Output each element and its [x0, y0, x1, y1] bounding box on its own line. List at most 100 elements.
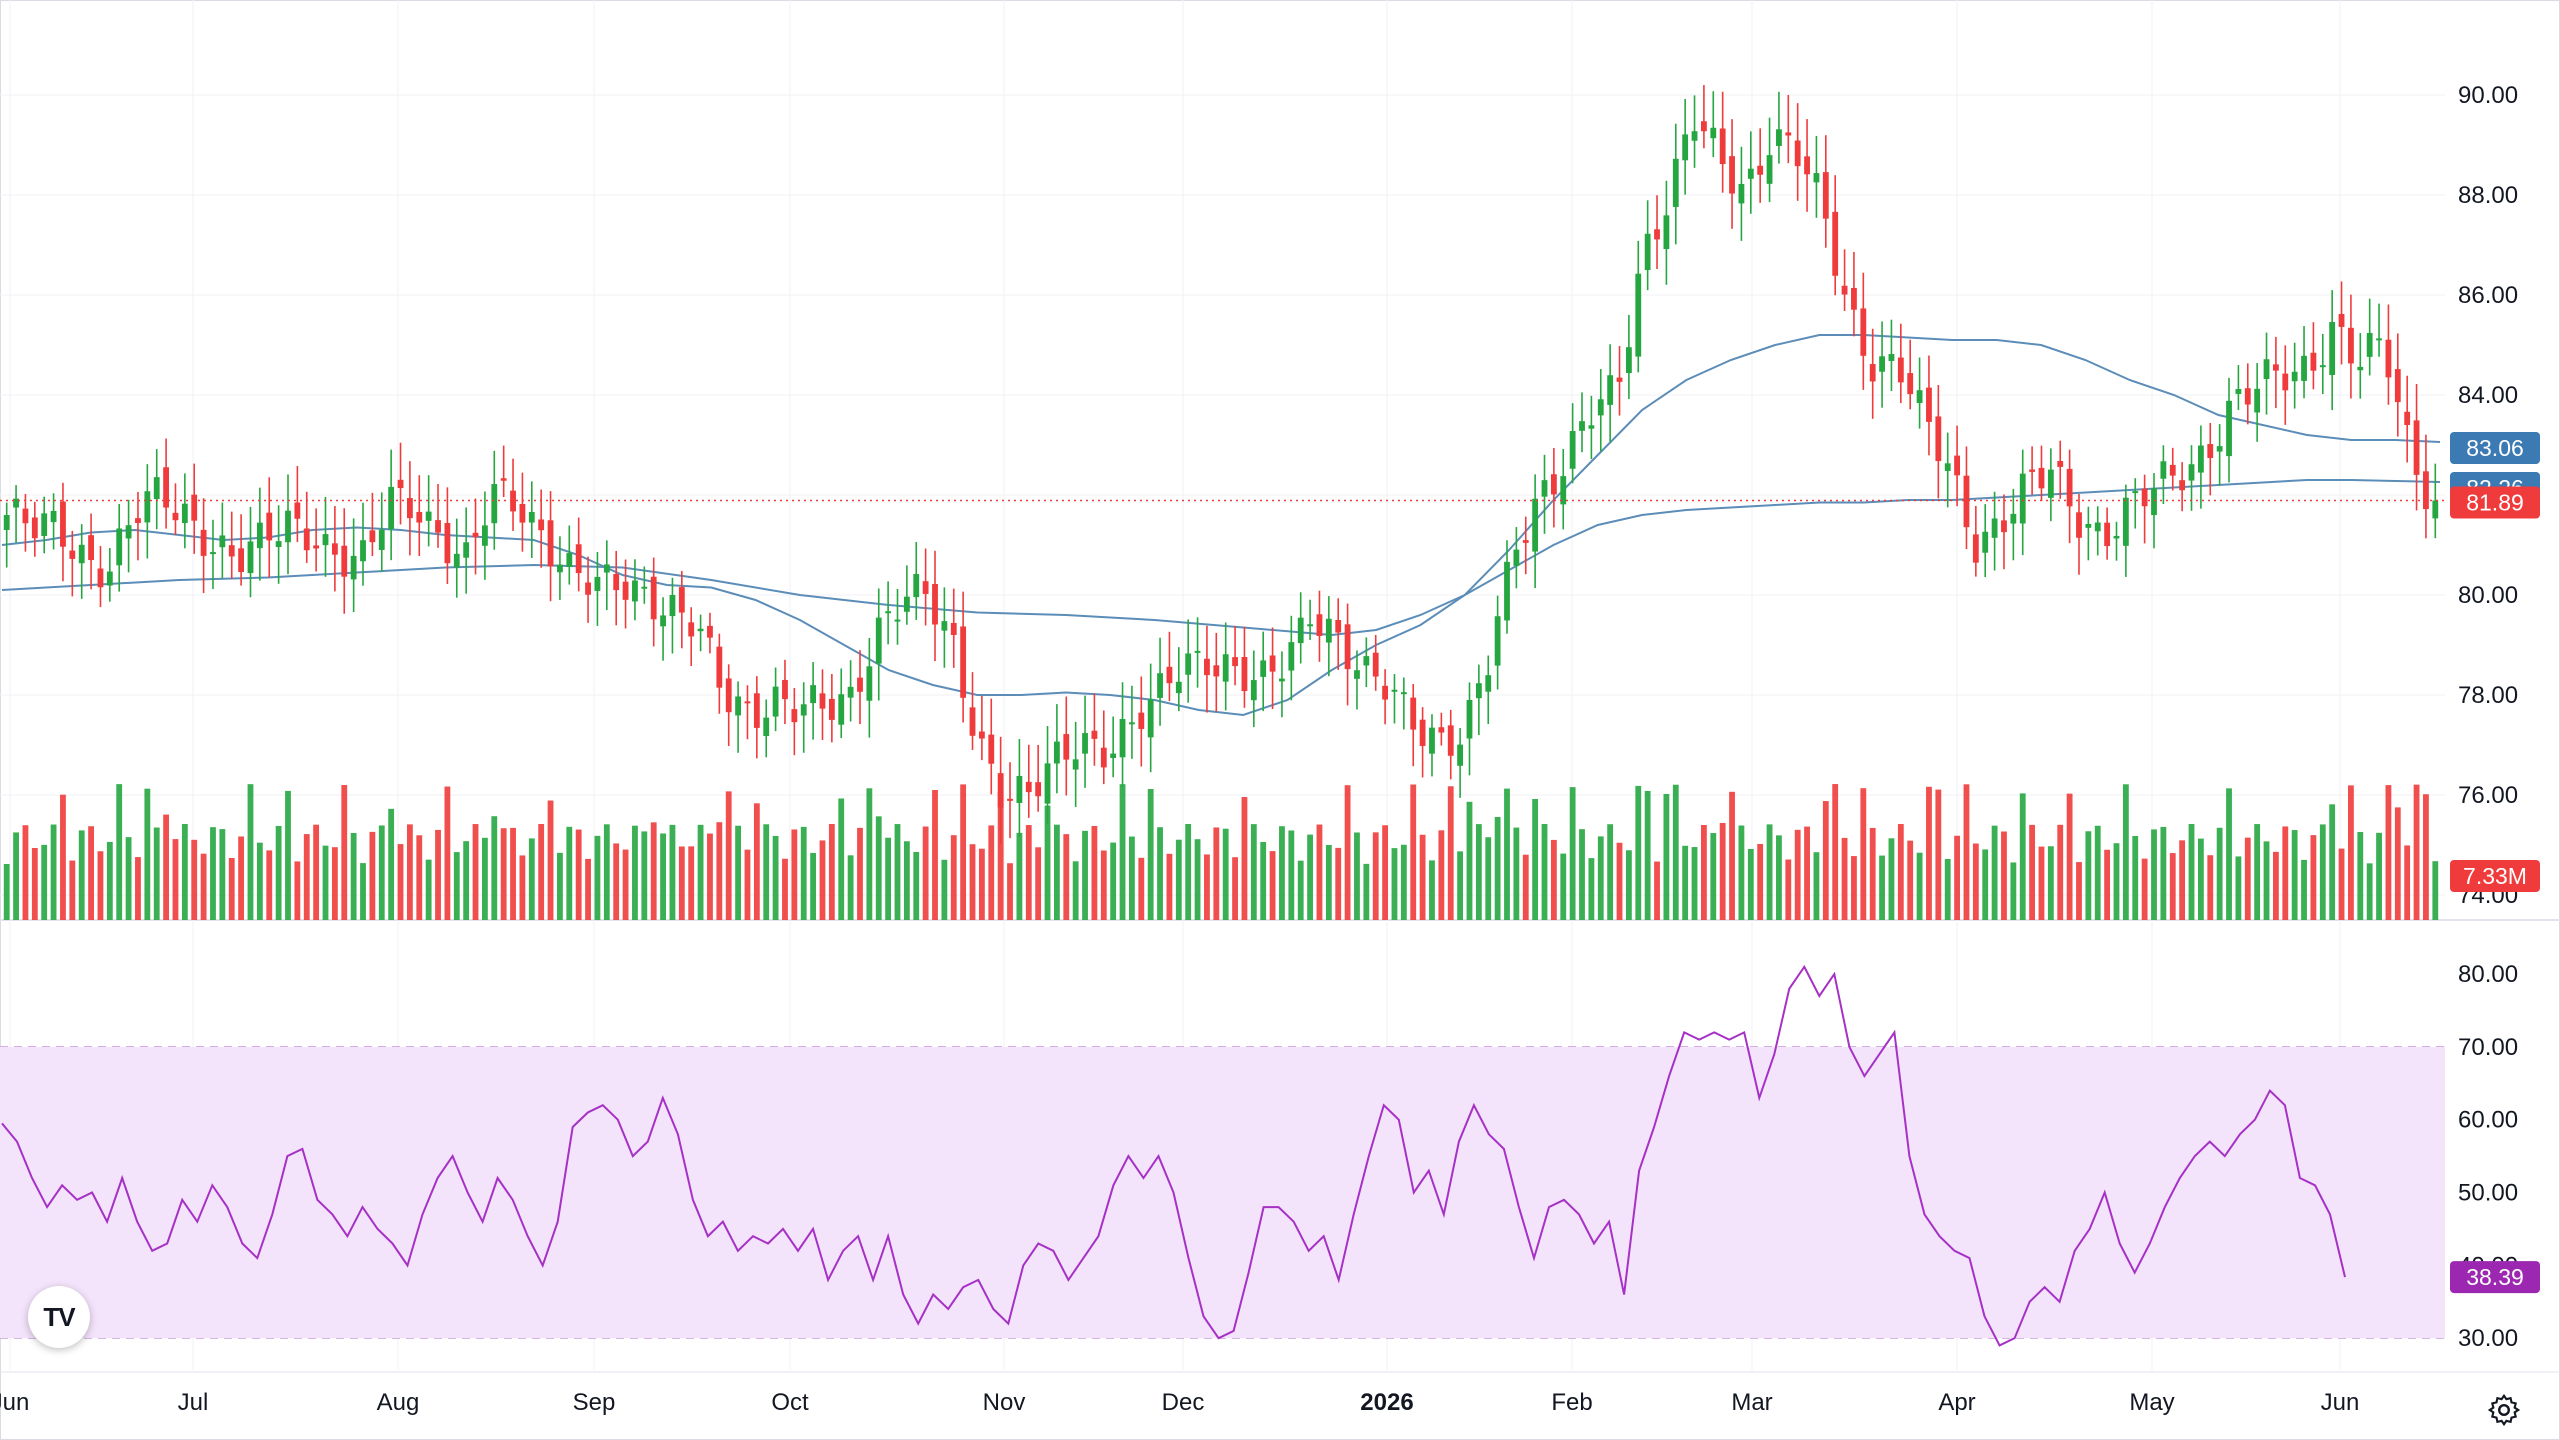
candle-body — [2179, 480, 2186, 491]
volume-bar — [1091, 825, 1098, 920]
volume-bar — [528, 838, 535, 920]
candle-body — [932, 583, 938, 625]
volume-bar — [135, 857, 141, 920]
volume-bar — [632, 825, 638, 920]
settings-gear-icon[interactable] — [2486, 1392, 2522, 1428]
volume-bar — [369, 831, 376, 920]
price-tick-label: 84.00 — [2458, 382, 2518, 409]
candle-body — [594, 576, 601, 591]
candle-body — [716, 646, 723, 688]
volume-bar — [922, 826, 929, 920]
volume-bar — [1813, 852, 1820, 920]
volume-bar — [1541, 824, 1548, 920]
volume-bar — [2394, 807, 2401, 920]
volume-bar — [1776, 835, 1782, 920]
volume-bar — [2216, 827, 2223, 920]
volume-bar — [2094, 825, 2101, 920]
volume-bar — [13, 832, 19, 920]
volume-bar — [828, 824, 835, 920]
candle-body — [1222, 654, 1229, 682]
volume-bar — [819, 840, 826, 920]
time-tick-label: 2026 — [1360, 1389, 1413, 1416]
volume-bar — [482, 837, 488, 920]
volume-bar — [1644, 790, 1651, 920]
candle-body — [41, 513, 48, 536]
volume-bar — [1025, 825, 1032, 920]
volume-bar — [1457, 851, 1464, 920]
volume-bar — [660, 833, 666, 920]
volume-bar — [331, 847, 338, 920]
candle-body — [60, 501, 66, 547]
candle-body — [1916, 390, 1923, 404]
volume-bar — [1944, 858, 1951, 920]
candle-body — [1841, 285, 1848, 295]
candle-body — [1007, 798, 1013, 801]
candle-body — [697, 628, 704, 632]
candle-body — [988, 734, 995, 764]
volume-bar — [341, 785, 348, 920]
candle-body — [2329, 322, 2336, 375]
volume-bar — [2001, 831, 2007, 920]
time-tick-label: Apr — [1938, 1389, 1975, 1416]
candle-body — [2310, 352, 2317, 371]
candle-body — [641, 586, 648, 589]
volume-bar — [697, 824, 704, 920]
volume-bar — [1250, 824, 1257, 920]
rsi-tick-label: 30.00 — [2458, 1325, 2518, 1352]
candle-body — [1457, 744, 1464, 766]
rsi-tag: 38.39 — [2450, 1261, 2540, 1294]
candle-body — [2076, 512, 2082, 538]
candle-body — [1213, 665, 1220, 677]
candle-body — [219, 535, 226, 548]
candle-body — [453, 553, 460, 568]
candle-body — [2038, 467, 2045, 489]
candle-body — [247, 541, 254, 574]
candle-body — [622, 581, 629, 600]
candle-body — [378, 529, 385, 550]
volume-bar — [857, 827, 863, 920]
candle-body — [116, 528, 123, 566]
volume-bar — [1110, 842, 1117, 920]
volume-bar — [453, 852, 460, 920]
candle-body — [2432, 500, 2439, 519]
volume-bar — [1532, 798, 1539, 920]
volume-bar — [1597, 836, 1604, 920]
volume-bar — [1354, 832, 1360, 920]
candle-body — [2085, 523, 2092, 528]
candle-body — [2338, 314, 2345, 327]
candle-body — [200, 529, 207, 556]
candle-body — [1616, 377, 1623, 382]
candle-body — [1710, 127, 1717, 139]
candle-body — [2010, 513, 2017, 524]
candle-body — [2263, 359, 2270, 379]
time-tick-label: Sep — [573, 1389, 616, 1416]
candle-body — [331, 543, 338, 555]
volume-bar — [2254, 824, 2261, 920]
volume-bar — [744, 849, 751, 920]
volume-bar — [1222, 828, 1229, 920]
volume-bar — [1522, 854, 1529, 920]
candle-body — [2272, 364, 2279, 371]
candle-body — [256, 522, 263, 549]
candle-body — [1307, 624, 1313, 627]
candle-body — [875, 617, 882, 664]
volume-bar — [566, 826, 573, 920]
moving-average-line — [1, 479, 2441, 637]
candle-body — [1025, 781, 1032, 793]
tradingview-logo[interactable]: TV — [28, 1286, 90, 1348]
candle-body — [1391, 689, 1398, 692]
candle-body — [847, 686, 854, 698]
candle-body — [960, 626, 967, 698]
candle-layer — [3, 85, 2439, 844]
volume-bar — [435, 829, 441, 920]
candle-body — [1325, 618, 1332, 643]
volume-bar — [650, 822, 657, 920]
candle-body — [2394, 369, 2401, 403]
candle-body — [2301, 355, 2307, 381]
candle-body — [575, 544, 582, 574]
candle-body — [1241, 657, 1248, 692]
volume-bar — [1035, 847, 1042, 920]
candle-body — [894, 619, 901, 622]
